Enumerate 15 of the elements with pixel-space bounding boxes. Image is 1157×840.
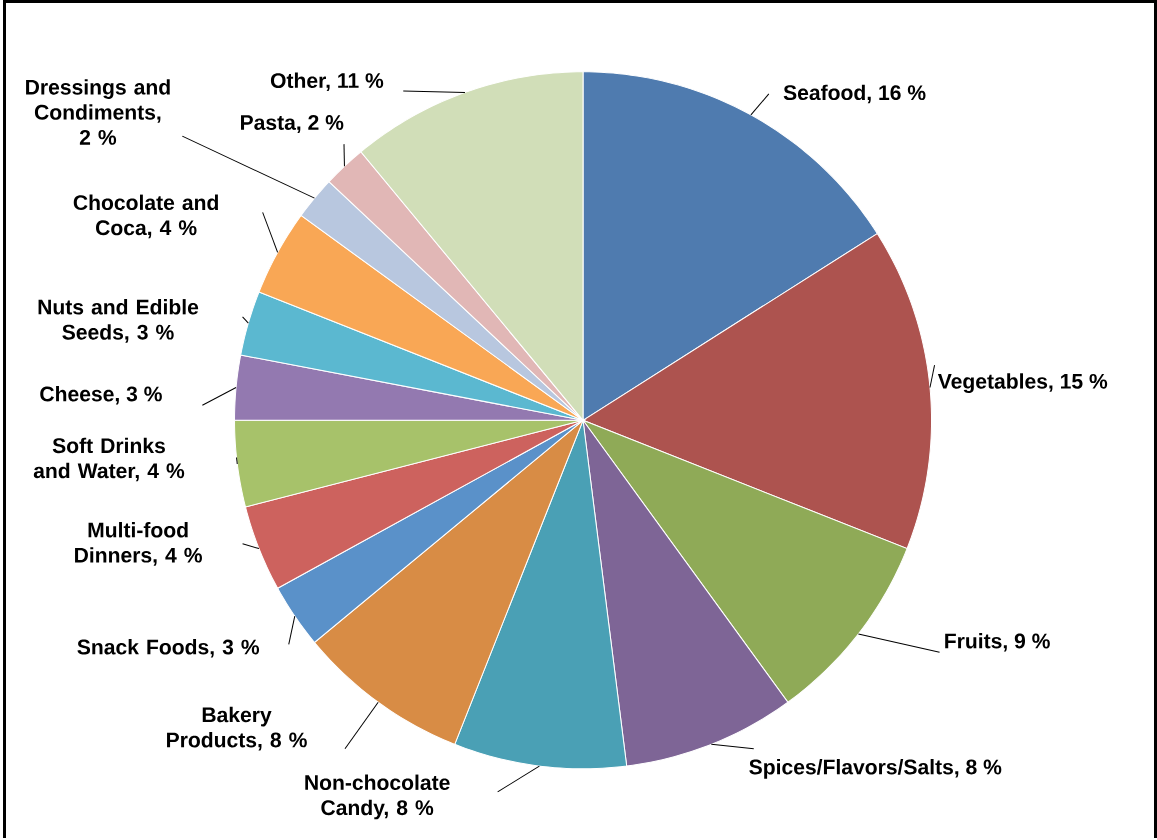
slice-label: Vegetables, 15 % <box>937 373 1108 394</box>
slice-label: Other, 11 % <box>270 72 384 92</box>
slice-label: Cheese, 3 % <box>40 386 162 405</box>
slice-label: Snack Foods, 3 % <box>77 639 260 658</box>
slice-label: Non-chocolate Candy, 8 % <box>305 774 450 820</box>
slice-label: Nuts and Edible Seeds, 3 % <box>38 299 199 343</box>
slice-label: Pasta, 2 % <box>241 115 344 134</box>
slice-label: Spices/Flavors/Salts, 8 % <box>749 759 1002 779</box>
slice-label: Multi-food Dinners, 4 % <box>75 522 202 566</box>
slice-label: Seafood, 16 % <box>783 84 926 104</box>
slice-label: Soft Drinks and Water, 4 % <box>33 437 185 482</box>
slice-label: Dressings and Condiments, 2 % <box>26 79 170 145</box>
slice-label: Fruits, 9 % <box>945 633 1050 652</box>
slice-label: Bakery Products, 8 % <box>167 707 307 751</box>
slice-label: Chocolate and Coca, 4 % <box>73 194 218 239</box>
